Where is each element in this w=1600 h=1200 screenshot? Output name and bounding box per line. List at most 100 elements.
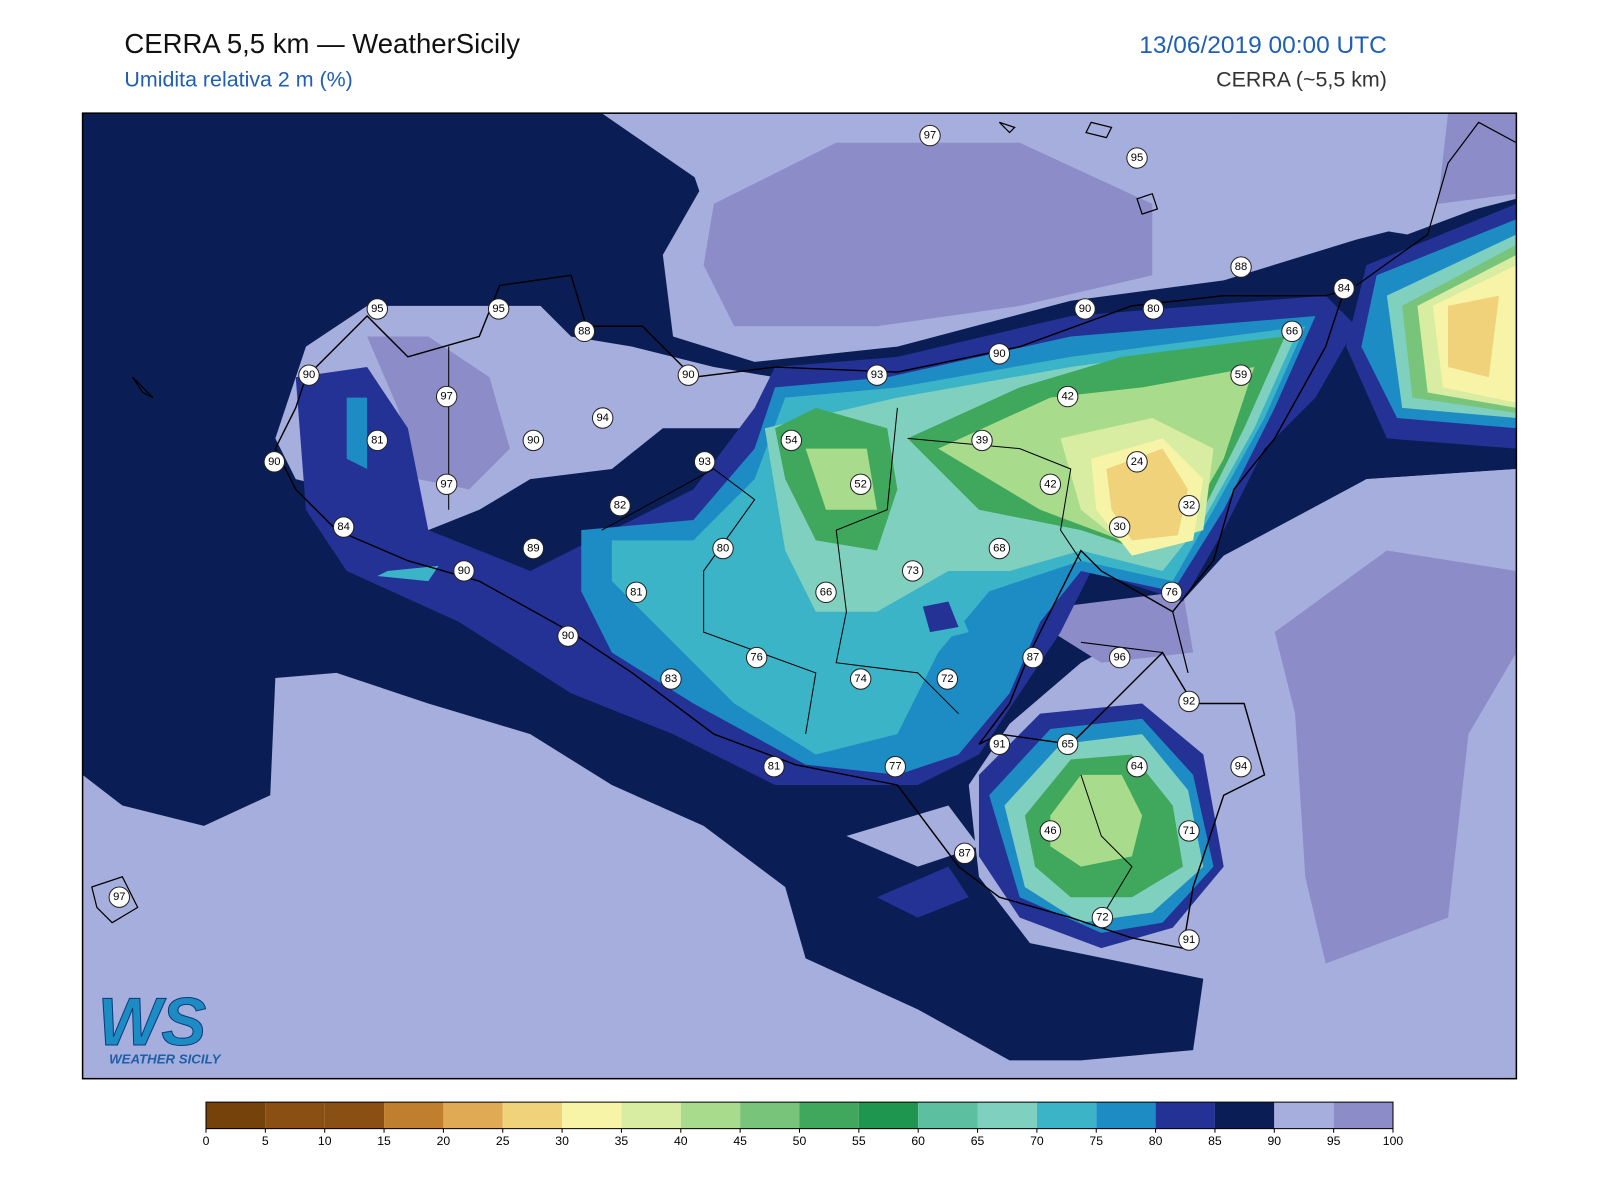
station: 72 [936, 668, 959, 690]
colorbar-tick-label: 10 [318, 1134, 332, 1148]
colorbar-bin [680, 1102, 741, 1129]
station: 87 [1022, 646, 1044, 669]
station: 90 [298, 364, 320, 386]
station: 84 [1333, 277, 1355, 300]
station-value: 52 [854, 478, 866, 490]
station-value: 71 [1183, 825, 1195, 837]
station-marker [366, 429, 389, 452]
station-value: 90 [993, 348, 1005, 360]
station-marker [1230, 364, 1252, 386]
station-value: 81 [768, 761, 780, 773]
station-value: 87 [958, 847, 970, 859]
station: 89 [522, 537, 545, 560]
colorbar-tick-label: 45 [733, 1134, 747, 1148]
station: 90 [263, 451, 286, 473]
station-marker [1142, 298, 1165, 320]
station: 90 [988, 343, 1011, 365]
station: 73 [901, 560, 924, 582]
station-value: 77 [889, 761, 901, 773]
station-marker [1022, 646, 1044, 669]
station-value: 46 [1044, 825, 1056, 837]
station-value: 73 [906, 565, 918, 577]
station-marker [660, 668, 682, 690]
station-marker [625, 581, 648, 604]
station: 83 [660, 668, 682, 690]
subtitle: Umidita relativa 2 m (%) [124, 68, 352, 92]
station-value: 64 [1131, 761, 1143, 773]
field [82, 113, 1517, 1079]
station: 80 [712, 537, 734, 560]
station-value: 90 [458, 565, 470, 577]
station-marker [780, 429, 803, 452]
station-value: 96 [1113, 652, 1125, 664]
station-value: 59 [1235, 369, 1247, 381]
station-marker [435, 385, 458, 408]
station-marker [1126, 755, 1148, 778]
station-value: 66 [1286, 325, 1298, 337]
station-value: 65 [1061, 738, 1073, 750]
colorbar-tick-label: 75 [1089, 1134, 1103, 1148]
station-value: 89 [527, 543, 539, 555]
station-value: 76 [1165, 586, 1177, 598]
source: CERRA (~5,5 km) [1216, 68, 1387, 92]
colorbar-tick-label: 30 [555, 1134, 569, 1148]
station: 93 [866, 364, 888, 386]
colorbar-bin [265, 1102, 325, 1129]
station-marker [522, 429, 545, 452]
station: 66 [815, 581, 837, 604]
colorbar-bin [384, 1102, 444, 1129]
station-marker [953, 842, 976, 865]
station-value: 94 [1235, 761, 1247, 773]
station: 71 [1178, 820, 1200, 842]
station-value: 74 [854, 673, 866, 685]
station: 90 [1074, 298, 1096, 320]
station: 84 [332, 516, 355, 538]
station: 80 [1142, 298, 1165, 320]
station-value: 93 [871, 369, 883, 381]
station-value: 91 [993, 738, 1005, 750]
station: 77 [884, 755, 907, 778]
colorbar-tick-label: 20 [437, 1134, 451, 1148]
station-marker [1178, 929, 1200, 951]
station-marker [919, 124, 941, 147]
station: 42 [1056, 385, 1079, 408]
station-marker [435, 473, 458, 495]
station-marker [849, 473, 872, 495]
station-marker [332, 516, 355, 538]
map-frame [81, 112, 1518, 1080]
station-value: 90 [268, 456, 280, 468]
station-value: 88 [578, 325, 590, 337]
colorbar-tick-label: 65 [971, 1134, 985, 1148]
colorbar-bin [324, 1102, 385, 1129]
station: 92 [1178, 690, 1200, 713]
station-marker [591, 407, 614, 429]
station-marker [1074, 298, 1096, 320]
station-marker [1178, 690, 1200, 713]
station: 42 [1039, 473, 1062, 495]
station-value: 81 [371, 434, 383, 446]
station-marker [1230, 256, 1252, 278]
colorbar-bin [977, 1102, 1037, 1129]
station-marker [263, 451, 286, 473]
colorbar-bin [1096, 1102, 1156, 1129]
station-marker [988, 733, 1011, 755]
station-value: 80 [1147, 303, 1159, 315]
logo: WS WEATHER SICILY [97, 985, 221, 1067]
station-value: 97 [924, 130, 936, 142]
colorbar-bin [858, 1102, 919, 1129]
station: 97 [435, 385, 458, 408]
station-value: 72 [1096, 912, 1108, 924]
station-value: 72 [941, 673, 953, 685]
station-value: 80 [717, 543, 729, 555]
station-value: 32 [1183, 500, 1195, 512]
station-marker [901, 560, 924, 582]
station-marker [693, 451, 716, 473]
station: 59 [1230, 364, 1252, 386]
station-value: 42 [1061, 391, 1073, 403]
station-value: 90 [527, 434, 539, 446]
station: 30 [1108, 516, 1131, 538]
colorbar-tick-label: 40 [674, 1134, 688, 1148]
station: 81 [366, 429, 389, 452]
station-value: 42 [1044, 478, 1056, 490]
station: 54 [780, 429, 803, 452]
